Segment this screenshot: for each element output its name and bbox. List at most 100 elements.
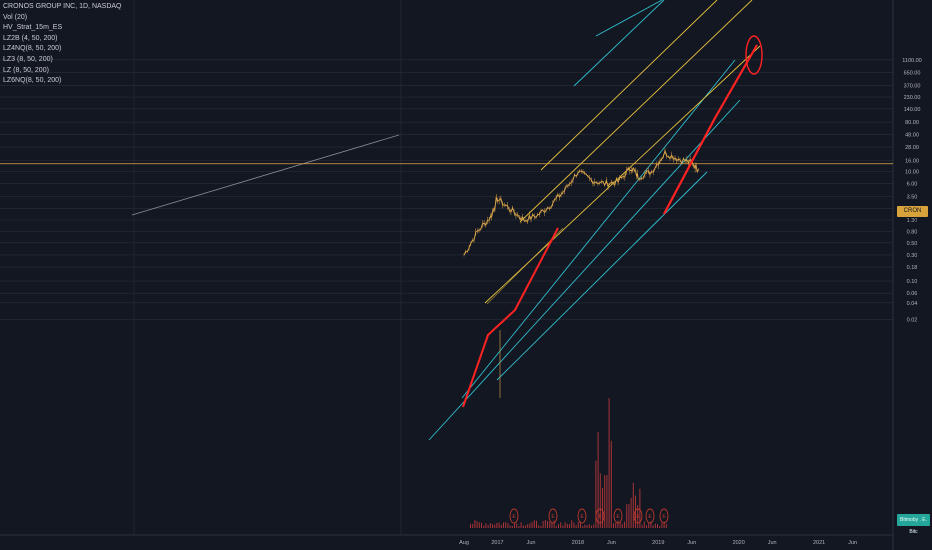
volume-bar [540, 525, 542, 528]
y-tick-label: 0.06 [907, 291, 918, 297]
earnings-marker [577, 508, 587, 524]
y-tick-label: 0.02 [907, 317, 918, 323]
x-tick-label: Jun [687, 540, 696, 546]
y-tick-label: 140.00 [904, 107, 921, 113]
target-circle [745, 35, 763, 75]
cyan-channel-line [461, 59, 736, 399]
volume-bar [498, 522, 500, 528]
y-tick-label: 0.18 [907, 265, 918, 271]
volume-bar [516, 523, 518, 528]
indicator-label[interactable]: HV_Strat_15m_ES [3, 24, 63, 32]
grey-trend-line [131, 134, 400, 216]
indicator-label[interactable]: LZ3 (8, 50, 200) [3, 55, 53, 63]
volume-bar [635, 495, 636, 528]
volume-bar [560, 522, 562, 528]
volume-bar [533, 520, 535, 528]
volume-bar [518, 525, 520, 528]
volume-bar [474, 520, 476, 528]
volume-bar [536, 520, 537, 528]
x-tick-label: 2018 [572, 540, 584, 546]
volume-bar [626, 504, 628, 528]
volume-bar [648, 523, 650, 528]
volume-bar [575, 525, 577, 528]
volume-bar [514, 523, 515, 528]
earnings-marker [633, 508, 643, 524]
volume-bar [503, 522, 504, 528]
volume-bar [582, 525, 584, 528]
price-line [463, 149, 699, 256]
volume-bar [551, 522, 553, 528]
earnings-marker-label: E [636, 514, 640, 520]
volume-bar [520, 522, 522, 528]
cyan-channel-line [573, 0, 665, 87]
volume-bars [470, 398, 667, 528]
yellow-channel-line [540, 0, 718, 171]
volume-bar [624, 521, 625, 528]
volume-bar [608, 398, 610, 528]
indicator-label[interactable]: LZ4NQ(8, 50, 200) [3, 45, 62, 53]
earnings-marker-label: E [598, 514, 602, 520]
y-tick-label: 0.30 [907, 253, 918, 259]
earnings-marker [595, 508, 605, 524]
grid [0, 0, 894, 550]
cyan-channel-line [428, 99, 741, 441]
yellow-channel-line [519, 0, 753, 223]
y-tick-label: 650.00 [904, 70, 921, 76]
y-tick-label: 16.00 [905, 158, 919, 164]
volume-bar [652, 525, 654, 528]
volume-bar [564, 522, 566, 528]
y-tick-label: 3.50 [907, 195, 918, 201]
volume-bar [613, 523, 614, 528]
y-tick-label: 1.30 [907, 218, 918, 224]
volume-bar [584, 524, 586, 528]
current-price-label: CRON 13.90 [897, 206, 928, 225]
volume-bar [470, 523, 471, 528]
volume-bar [628, 504, 630, 528]
x-tick-label: 2020 [733, 540, 745, 546]
y-tick-label: 28.00 [905, 145, 919, 151]
volume-bar [500, 524, 502, 528]
volume-bar [487, 525, 489, 528]
volume-bar [511, 525, 513, 528]
red-arrow-line [462, 227, 559, 408]
x-tick-label: Jun [607, 540, 616, 546]
cyan-channel-line [595, 0, 663, 37]
volume-bar [610, 440, 612, 528]
volume-bar [577, 521, 579, 528]
y-tick-label: 370.00 [904, 84, 921, 90]
earnings-marker [509, 508, 519, 524]
indicator-label[interactable]: LZ6NQ(8, 50, 200) [3, 77, 62, 85]
y-tick-label: 0.80 [907, 230, 918, 236]
symbol-title[interactable]: CRONOS GROUP INC, 1D, NASDAQ [3, 3, 122, 10]
volume-bar [573, 522, 575, 528]
volume-bar [659, 525, 661, 528]
y-tick-label: 230.00 [904, 95, 921, 101]
volume-bar [547, 520, 548, 528]
symbol-badge[interactable]: Bitmoby . E. Bitc [897, 514, 930, 535]
candles [463, 148, 699, 398]
volume-bar [553, 520, 555, 528]
indicator-label[interactable]: LZ (8, 50, 200) [3, 66, 49, 74]
volume-bar [621, 523, 623, 528]
volume-bar [531, 521, 533, 528]
volume-bar [494, 524, 496, 528]
volume-bar [619, 521, 621, 528]
volume-bar [562, 525, 564, 528]
volume-bar [606, 475, 608, 528]
volume-bar [538, 524, 540, 528]
indicator-label[interactable]: Vol (20) [3, 13, 28, 21]
volume-bar [665, 524, 667, 528]
volume-bar [492, 524, 493, 528]
volume-bar [472, 523, 474, 528]
volume-bar [617, 520, 619, 528]
earnings-marker [613, 508, 623, 524]
indicator-label[interactable]: LZ2B (4, 50, 200) [3, 34, 58, 42]
volume-bar [615, 522, 617, 528]
trend-drawings [131, 0, 761, 441]
x-tick-label: Jun [768, 540, 777, 546]
x-tick-label: 2019 [652, 540, 664, 546]
volume-bar [496, 522, 498, 528]
volume-bar [476, 521, 478, 528]
